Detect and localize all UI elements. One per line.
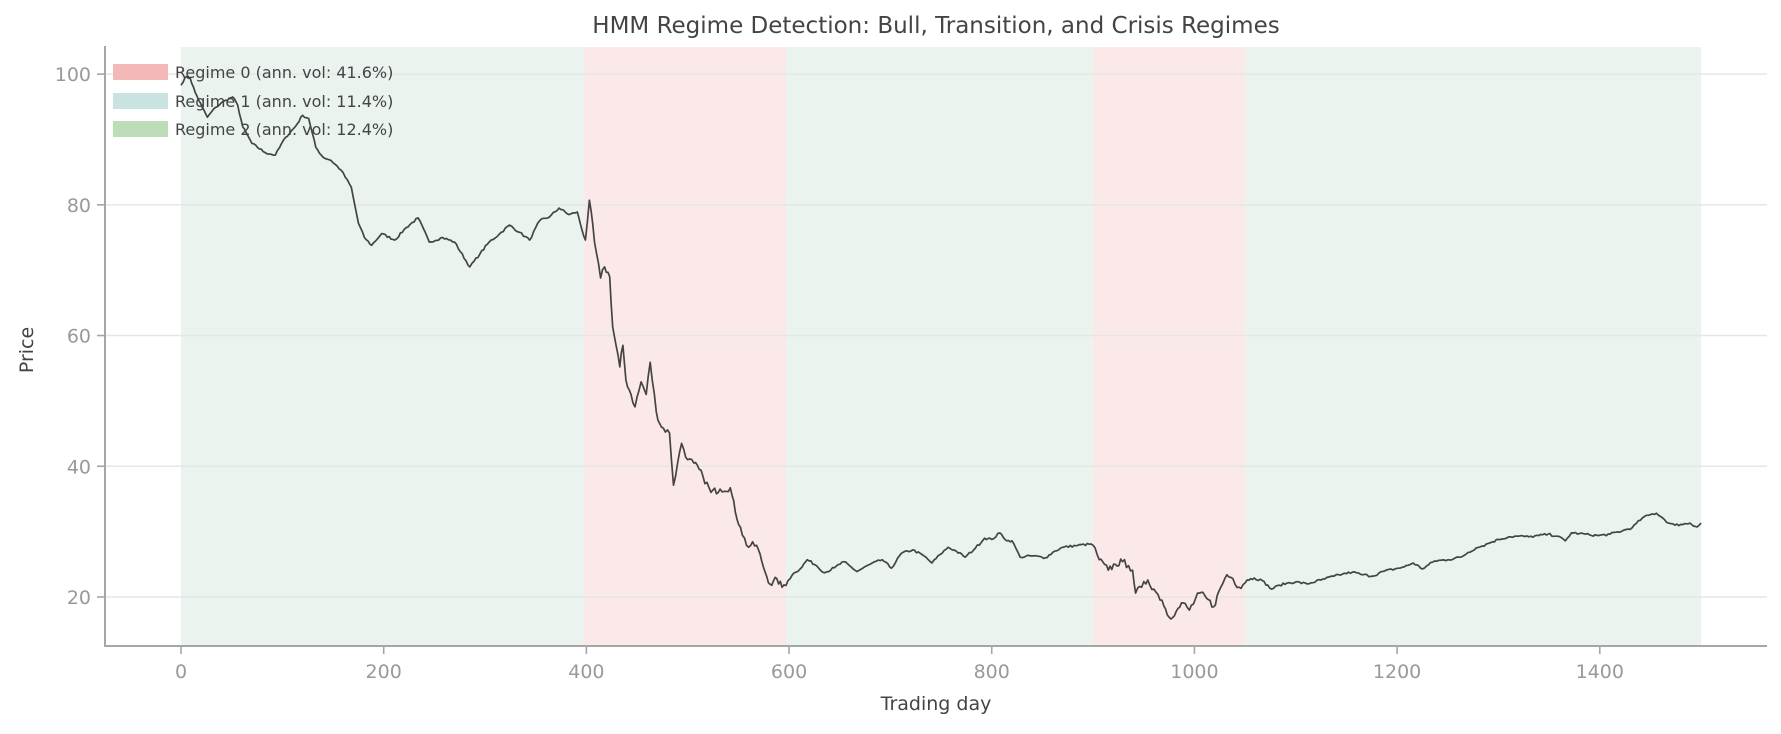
x-tick-label: 200 (366, 661, 402, 683)
chart-title: HMM Regime Detection: Bull, Transition, … (592, 13, 1279, 39)
x-tick-label: 400 (568, 661, 604, 683)
legend-swatch-regime-2 (113, 121, 168, 137)
x-tick-label: 1400 (1576, 661, 1624, 683)
x-tick-label: 1200 (1373, 661, 1421, 683)
y-tick-label: 40 (67, 456, 91, 478)
regime-band-0 (1093, 47, 1246, 646)
y-tick-label: 60 (67, 326, 91, 348)
regime-band-2 (181, 47, 585, 646)
y-gridlines (105, 73, 1767, 598)
y-tick-label: 100 (55, 64, 91, 86)
x-tick-label: 1000 (1170, 661, 1218, 683)
price-line (180, 75, 1702, 620)
y-tick-label: 20 (67, 587, 91, 609)
x-tick-label: 0 (175, 661, 187, 683)
y-tick-label: 80 (67, 195, 91, 217)
regime-bands (181, 47, 1702, 646)
legend-label-regime-0: Regime 0 (ann. vol: 41.6%) (175, 63, 393, 82)
x-tick-label: 600 (771, 661, 807, 683)
x-axis-ticks: 0 200 400 600 800 1000 1200 1400 (175, 646, 1624, 683)
legend-swatch-regime-1 (113, 93, 168, 109)
price-series (180, 75, 1702, 620)
legend-label-regime-1: Regime 1 (ann. vol: 11.4%) (175, 92, 393, 111)
regime-band-0 (584, 47, 787, 646)
regime-band-2 (786, 47, 1094, 646)
legend: Regime 0 (ann. vol: 41.6%) Regime 1 (ann… (113, 63, 393, 139)
y-axis-label: Price (16, 327, 38, 373)
x-axis-label: Trading day (880, 693, 992, 715)
legend-label-regime-2: Regime 2 (ann. vol: 12.4%) (175, 120, 393, 139)
regime-band-2 (1245, 47, 1702, 646)
y-axis-ticks: 20 40 60 80 100 (55, 64, 105, 609)
x-tick-label: 800 (974, 661, 1010, 683)
legend-swatch-regime-0 (113, 64, 168, 80)
